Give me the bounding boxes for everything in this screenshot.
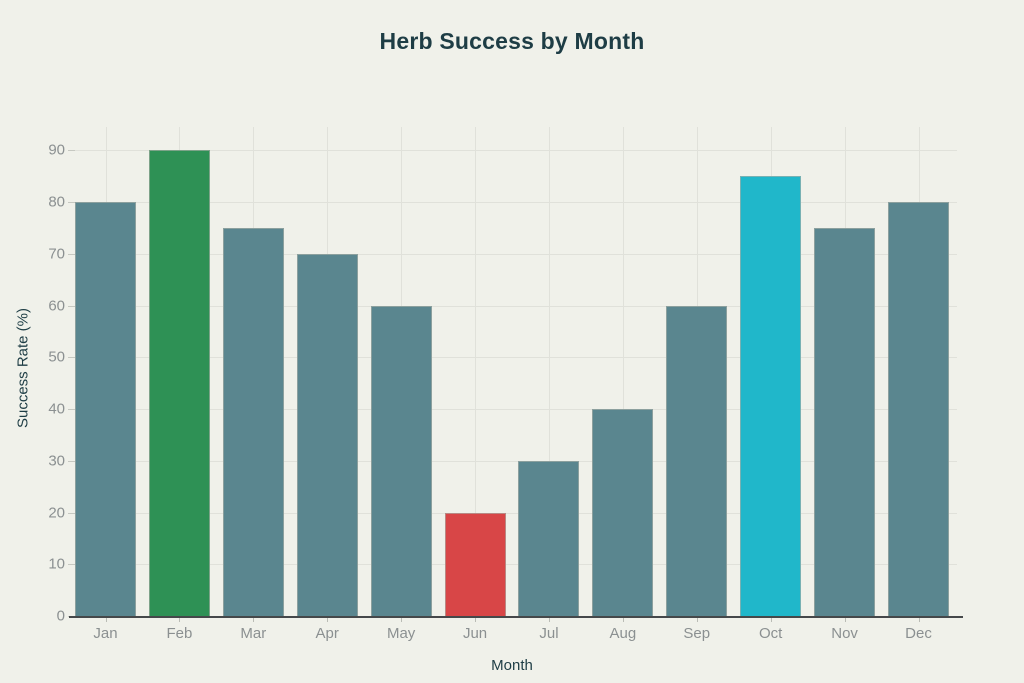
x-tick-mark (475, 618, 477, 622)
gridline-h (75, 564, 957, 566)
x-tick-label: Apr (315, 625, 339, 642)
y-tick-label: 0 (56, 607, 65, 625)
x-tick-mark (548, 618, 550, 622)
plot-area: 0 10 20 30 40 50 60 70 80 90 Jan Feb Mar Apr May Jun Jul… (48, 127, 963, 642)
x-tick-label: Jul (539, 625, 559, 642)
bar-dec (888, 202, 949, 616)
gridline-h (75, 409, 957, 411)
x-tick-label: Mar (240, 625, 267, 642)
x-tick-label: Jan (93, 625, 118, 642)
x-tick-label: Nov (831, 625, 858, 642)
gridline-h (75, 357, 957, 359)
x-tick-label: May (386, 625, 416, 642)
gridline-h (75, 305, 957, 307)
bar-mar (222, 227, 284, 616)
y-tick-mark (68, 202, 75, 204)
y-tick-mark (68, 409, 75, 411)
y-tick-mark (68, 253, 75, 255)
x-tick-mark (622, 618, 624, 622)
gridline-v (475, 127, 477, 616)
bar-feb (148, 150, 210, 616)
y-tick-mark (68, 357, 75, 359)
y-tick-label: 90 (48, 141, 65, 159)
x-tick-label: Oct (759, 625, 783, 642)
y-tick-mark (68, 460, 75, 462)
x-tick-label: Feb (166, 625, 193, 642)
gridline-v (622, 127, 624, 616)
x-tick-mark (770, 618, 772, 622)
y-tick-label: 70 (48, 245, 65, 263)
x-tick-mark (844, 618, 846, 622)
y-tick-label: 20 (48, 504, 65, 521)
y-tick-label: 80 (48, 193, 65, 211)
x-axis-label: Month (491, 657, 533, 674)
x-tick-mark (696, 618, 698, 622)
y-tick-label: 60 (48, 297, 65, 315)
gridline-h (75, 253, 957, 255)
y-tick-label: 30 (48, 452, 65, 470)
bar-oct (740, 176, 802, 616)
gridline-h (75, 460, 957, 462)
bar-nov (814, 227, 876, 616)
bar-jul (518, 460, 580, 616)
y-tick-label: 40 (48, 400, 65, 418)
y-tick-label: 50 (48, 348, 65, 366)
x-tick-mark (179, 618, 181, 622)
x-tick-mark (105, 618, 107, 622)
gridline-h (75, 150, 957, 152)
x-tick-mark (327, 618, 329, 622)
y-tick-mark (68, 512, 75, 514)
gridline-h (75, 512, 957, 514)
y-tick-mark (68, 150, 75, 152)
bar-jun (444, 512, 506, 616)
chart-title: Herb Success by Month (379, 28, 645, 54)
x-tick-label: Aug (609, 625, 637, 642)
y-tick-mark (68, 305, 75, 307)
y-tick-label: 10 (48, 555, 65, 573)
x-tick-label: Dec (905, 625, 932, 642)
gridline-v (548, 127, 550, 616)
y-tick-mark (68, 564, 75, 566)
x-axis-line (69, 616, 963, 618)
x-tick-mark (401, 618, 403, 622)
bar-aug (592, 409, 654, 616)
x-tick-label: Jun (462, 625, 488, 642)
gridline-h (75, 202, 957, 204)
bar-apr (296, 253, 358, 616)
x-tick-mark (918, 618, 920, 622)
x-tick-label: Sep (683, 625, 711, 642)
x-tick-mark (253, 618, 255, 622)
bar-may (370, 305, 432, 616)
bar-jan (75, 202, 136, 616)
bar-sep (666, 305, 728, 616)
